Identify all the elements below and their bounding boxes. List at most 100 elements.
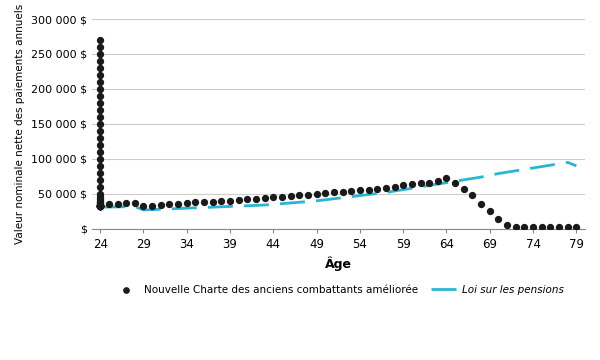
- Point: [572, 225, 581, 230]
- Point: [459, 186, 469, 192]
- Point: [502, 222, 512, 228]
- Point: [520, 225, 529, 230]
- Nouvelle Charte des anciens combattants améliorée: [95, 203, 105, 208]
- Point: [476, 201, 486, 207]
- Point: [277, 194, 287, 199]
- Nouvelle Charte des anciens combattants améliorée: [95, 200, 105, 206]
- Nouvelle Charte des anciens combattants améliorée: [95, 203, 105, 208]
- Nouvelle Charte des anciens combattants améliorée: [95, 156, 105, 162]
- Nouvelle Charte des anciens combattants améliorée: [95, 177, 105, 183]
- Nouvelle Charte des anciens combattants améliorée: [95, 170, 105, 176]
- Nouvelle Charte des anciens combattants améliorée: [95, 203, 105, 208]
- Loi sur les pensions: [564, 160, 571, 165]
- Nouvelle Charte des anciens combattants améliorée: [95, 203, 105, 208]
- Point: [225, 198, 235, 204]
- Point: [139, 203, 148, 209]
- Loi sur les pensions: [400, 188, 407, 192]
- Point: [208, 199, 218, 204]
- Point: [329, 190, 339, 195]
- Nouvelle Charte des anciens combattants améliorée: [95, 142, 105, 148]
- Nouvelle Charte des anciens combattants améliorée: [95, 203, 105, 208]
- Point: [164, 202, 174, 207]
- Nouvelle Charte des anciens combattants améliorée: [95, 203, 105, 208]
- Point: [398, 183, 408, 188]
- Point: [511, 224, 521, 230]
- Nouvelle Charte des anciens combattants améliorée: [95, 203, 105, 208]
- Point: [104, 202, 113, 207]
- Nouvelle Charte des anciens combattants améliorée: [95, 79, 105, 85]
- Nouvelle Charte des anciens combattants améliorée: [95, 203, 105, 208]
- Nouvelle Charte des anciens combattants améliorée: [95, 203, 105, 208]
- Nouvelle Charte des anciens combattants améliorée: [95, 203, 105, 208]
- Nouvelle Charte des anciens combattants améliorée: [95, 196, 105, 202]
- Nouvelle Charte des anciens combattants améliorée: [95, 184, 105, 190]
- Nouvelle Charte des anciens combattants améliorée: [95, 191, 105, 197]
- Nouvelle Charte des anciens combattants améliorée: [95, 203, 105, 208]
- Nouvelle Charte des anciens combattants améliorée: [95, 93, 105, 99]
- Nouvelle Charte des anciens combattants améliorée: [95, 65, 105, 71]
- Point: [528, 225, 538, 230]
- Point: [182, 200, 191, 206]
- Point: [554, 225, 564, 230]
- Point: [269, 194, 278, 200]
- Point: [260, 195, 269, 201]
- Legend: Nouvelle Charte des anciens combattants améliorée, Loi sur les pensions: Nouvelle Charte des anciens combattants …: [109, 281, 568, 299]
- Nouvelle Charte des anciens combattants améliorée: [95, 128, 105, 134]
- Nouvelle Charte des anciens combattants améliorée: [95, 203, 105, 208]
- Point: [156, 202, 166, 208]
- Point: [346, 188, 356, 194]
- Point: [303, 192, 313, 197]
- Nouvelle Charte des anciens combattants améliorée: [95, 58, 105, 64]
- Loi sur les pensions: [374, 191, 381, 195]
- Point: [485, 208, 494, 214]
- Nouvelle Charte des anciens combattants améliorée: [95, 44, 105, 50]
- Loi sur les pensions: [140, 208, 147, 212]
- Point: [251, 196, 261, 202]
- Point: [494, 216, 503, 222]
- Nouvelle Charte des anciens combattants améliorée: [95, 100, 105, 106]
- Nouvelle Charte des anciens combattants améliorée: [95, 203, 105, 208]
- Nouvelle Charte des anciens combattants améliorée: [95, 203, 105, 208]
- Loi sur les pensions: [97, 205, 104, 209]
- Nouvelle Charte des anciens combattants améliorée: [95, 86, 105, 92]
- Nouvelle Charte des anciens combattants améliorée: [95, 203, 105, 208]
- Nouvelle Charte des anciens combattants améliorée: [95, 163, 105, 169]
- Nouvelle Charte des anciens combattants améliorée: [95, 203, 105, 208]
- Nouvelle Charte des anciens combattants améliorée: [95, 203, 105, 208]
- Nouvelle Charte des anciens combattants améliorée: [95, 203, 105, 208]
- Nouvelle Charte des anciens combattants améliorée: [95, 135, 105, 141]
- X-axis label: Âge: Âge: [325, 256, 352, 271]
- Point: [451, 180, 460, 186]
- Point: [148, 203, 157, 208]
- Point: [113, 201, 122, 207]
- Nouvelle Charte des anciens combattants améliorée: [95, 203, 105, 208]
- Nouvelle Charte des anciens combattants améliorée: [95, 202, 105, 208]
- Nouvelle Charte des anciens combattants améliorée: [95, 203, 105, 208]
- Nouvelle Charte des anciens combattants améliorée: [95, 51, 105, 57]
- Point: [173, 201, 183, 207]
- Loi sur les pensions: [278, 202, 286, 206]
- Nouvelle Charte des anciens combattants améliorée: [95, 194, 105, 200]
- Point: [312, 191, 322, 197]
- Point: [242, 197, 252, 202]
- Point: [217, 198, 226, 204]
- Nouvelle Charte des anciens combattants améliorée: [95, 203, 105, 208]
- Point: [191, 199, 200, 205]
- Point: [442, 176, 451, 181]
- Point: [407, 181, 416, 187]
- Nouvelle Charte des anciens combattants améliorée: [95, 203, 105, 208]
- Nouvelle Charte des anciens combattants améliorée: [95, 37, 105, 43]
- Nouvelle Charte des anciens combattants améliorée: [95, 203, 105, 208]
- Point: [320, 190, 330, 196]
- Nouvelle Charte des anciens combattants améliorée: [95, 199, 105, 205]
- Point: [199, 199, 209, 205]
- Point: [424, 180, 434, 185]
- Nouvelle Charte des anciens combattants améliorée: [95, 149, 105, 155]
- Nouvelle Charte des anciens combattants améliorée: [95, 202, 105, 207]
- Point: [433, 178, 443, 184]
- Point: [390, 184, 400, 190]
- Point: [563, 225, 572, 230]
- Loi sur les pensions: [469, 176, 476, 181]
- Point: [537, 225, 547, 230]
- Point: [416, 180, 425, 186]
